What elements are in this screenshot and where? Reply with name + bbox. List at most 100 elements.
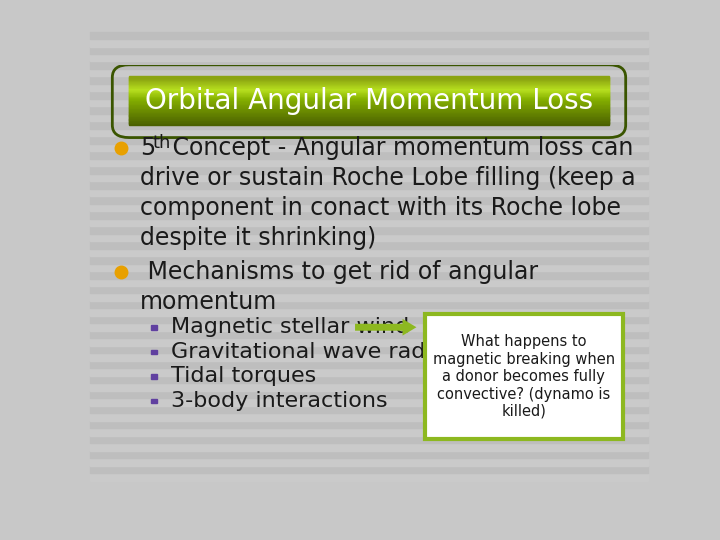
Bar bbox=[129, 113, 609, 114]
Bar bbox=[90, 294, 648, 301]
Bar bbox=[90, 39, 648, 46]
Bar bbox=[129, 85, 609, 87]
Bar bbox=[129, 105, 609, 107]
Bar bbox=[90, 323, 648, 331]
Bar bbox=[90, 129, 648, 136]
Bar bbox=[129, 116, 609, 118]
Bar bbox=[90, 421, 648, 428]
Bar bbox=[150, 350, 157, 354]
Bar bbox=[129, 77, 609, 79]
Bar bbox=[90, 188, 648, 196]
Text: component in conact with its Roche lobe: component in conact with its Roche lobe bbox=[140, 196, 621, 220]
Bar bbox=[90, 84, 648, 91]
Bar bbox=[150, 399, 157, 403]
Bar bbox=[129, 99, 609, 101]
Text: Mechanisms to get rid of angular: Mechanisms to get rid of angular bbox=[140, 260, 539, 284]
Bar bbox=[129, 78, 609, 80]
Bar bbox=[129, 120, 609, 122]
Bar bbox=[90, 451, 648, 458]
Bar bbox=[90, 136, 648, 144]
Bar bbox=[129, 93, 609, 95]
Bar bbox=[129, 82, 609, 84]
Bar bbox=[90, 353, 648, 361]
Bar bbox=[129, 106, 609, 107]
Text: 5: 5 bbox=[140, 136, 156, 160]
Bar bbox=[90, 286, 648, 294]
Bar bbox=[129, 116, 609, 117]
Bar bbox=[90, 406, 648, 413]
Bar bbox=[90, 31, 648, 39]
Bar bbox=[129, 119, 609, 120]
Bar bbox=[129, 98, 609, 99]
Bar bbox=[129, 84, 609, 85]
Bar bbox=[90, 46, 648, 54]
Bar bbox=[90, 436, 648, 443]
Bar bbox=[90, 62, 648, 69]
Text: momentum: momentum bbox=[140, 290, 277, 314]
Bar bbox=[90, 339, 648, 346]
Bar bbox=[129, 89, 609, 91]
Bar bbox=[129, 111, 609, 112]
Bar bbox=[129, 87, 609, 89]
Bar bbox=[150, 374, 157, 379]
Bar bbox=[129, 114, 609, 116]
Bar bbox=[129, 122, 609, 124]
Text: drive or sustain Roche Lobe filling (keep a: drive or sustain Roche Lobe filling (kee… bbox=[140, 166, 636, 190]
Bar bbox=[129, 117, 609, 119]
Text: Concept - Angular momentum loss can: Concept - Angular momentum loss can bbox=[166, 136, 634, 160]
Text: Tidal torques: Tidal torques bbox=[171, 366, 316, 386]
Bar bbox=[129, 104, 609, 106]
Text: Magnetic stellar wind: Magnetic stellar wind bbox=[171, 318, 409, 338]
Text: Orbital Angular Momentum Loss: Orbital Angular Momentum Loss bbox=[145, 87, 593, 115]
Bar bbox=[90, 413, 648, 421]
Bar bbox=[90, 458, 648, 465]
Bar bbox=[90, 77, 648, 84]
Bar bbox=[129, 114, 609, 116]
Bar bbox=[129, 121, 609, 123]
Bar bbox=[90, 248, 648, 256]
Bar bbox=[129, 100, 609, 102]
Bar bbox=[90, 428, 648, 436]
Bar bbox=[90, 361, 648, 368]
Bar bbox=[90, 166, 648, 174]
Bar bbox=[129, 96, 609, 98]
Bar bbox=[90, 219, 648, 226]
Bar bbox=[90, 264, 648, 271]
Bar bbox=[129, 94, 609, 96]
Bar bbox=[90, 181, 648, 188]
Bar bbox=[90, 301, 648, 308]
Text: th: th bbox=[153, 134, 171, 152]
Bar bbox=[129, 80, 609, 82]
Bar bbox=[129, 83, 609, 84]
Bar bbox=[90, 391, 648, 399]
Text: Gravitational wave radiation: Gravitational wave radiation bbox=[171, 342, 488, 362]
Bar bbox=[90, 226, 648, 234]
Bar bbox=[90, 54, 648, 62]
Bar bbox=[90, 99, 648, 106]
Bar bbox=[90, 196, 648, 204]
Bar bbox=[129, 97, 609, 99]
Bar bbox=[90, 368, 648, 376]
Bar bbox=[90, 159, 648, 166]
Bar bbox=[90, 443, 648, 451]
Bar bbox=[129, 124, 609, 125]
Bar bbox=[129, 107, 609, 109]
Bar bbox=[129, 101, 609, 103]
Bar bbox=[90, 211, 648, 219]
Bar bbox=[129, 87, 609, 89]
Bar bbox=[129, 79, 609, 80]
Bar bbox=[90, 204, 648, 211]
Bar bbox=[129, 123, 609, 124]
Bar bbox=[129, 79, 609, 81]
Bar bbox=[129, 119, 609, 121]
Bar bbox=[90, 316, 648, 323]
Bar bbox=[90, 465, 648, 473]
Bar bbox=[129, 92, 609, 94]
Bar bbox=[129, 84, 609, 86]
Bar bbox=[90, 114, 648, 122]
Bar bbox=[150, 325, 157, 330]
Bar bbox=[129, 111, 609, 113]
Bar bbox=[90, 106, 648, 114]
Bar bbox=[90, 399, 648, 406]
Bar bbox=[129, 109, 609, 110]
